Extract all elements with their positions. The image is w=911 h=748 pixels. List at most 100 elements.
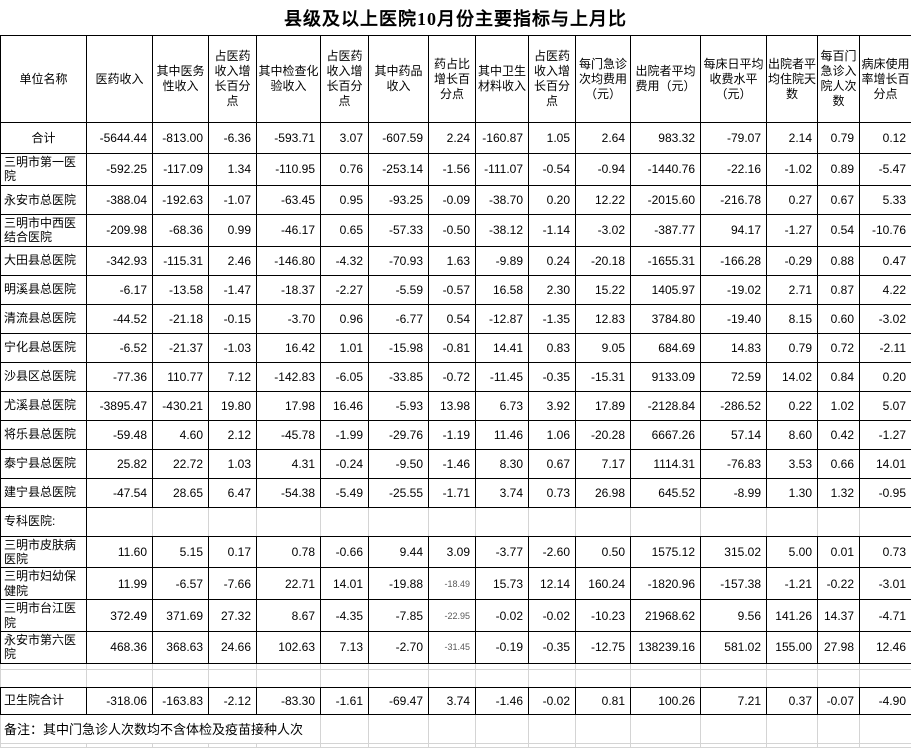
value-cell: 25.82 bbox=[87, 449, 153, 478]
value-cell: -2128.84 bbox=[631, 391, 701, 420]
value-cell: -146.80 bbox=[257, 246, 321, 275]
value-cell: -6.52 bbox=[87, 333, 153, 362]
value-cell: -593.71 bbox=[257, 123, 321, 154]
value-cell: 26.98 bbox=[576, 478, 631, 507]
empty-cell bbox=[631, 714, 701, 743]
value-cell: -166.28 bbox=[701, 246, 767, 275]
value-cell bbox=[321, 507, 369, 536]
value-cell: -83.30 bbox=[257, 687, 321, 714]
value-cell: -45.78 bbox=[257, 420, 321, 449]
unit-name-cell: 三明市皮肤病医院 bbox=[1, 536, 87, 568]
value-cell: 0.60 bbox=[818, 304, 860, 333]
value-cell: 21968.62 bbox=[631, 600, 701, 632]
empty-cell bbox=[369, 714, 429, 743]
value-cell: -5.47 bbox=[860, 154, 911, 186]
value-cell: 0.22 bbox=[767, 391, 818, 420]
value-cell: -18.37 bbox=[257, 275, 321, 304]
value-cell: -160.87 bbox=[476, 123, 529, 154]
value-cell: 1.06 bbox=[529, 420, 576, 449]
value-cell: 684.69 bbox=[631, 333, 701, 362]
value-cell: 3.07 bbox=[321, 123, 369, 154]
unit-name-cell: 清流县总医院 bbox=[1, 304, 87, 333]
value-cell: -1.27 bbox=[767, 214, 818, 246]
value-cell: 8.30 bbox=[476, 449, 529, 478]
value-cell: -6.36 bbox=[209, 123, 257, 154]
value-cell: -0.02 bbox=[529, 600, 576, 632]
empty-cell bbox=[369, 743, 429, 747]
value-cell: 24.66 bbox=[209, 631, 257, 663]
empty-cell bbox=[1, 743, 87, 747]
empty-cell bbox=[818, 714, 860, 743]
unit-name-cell: 宁化县总医院 bbox=[1, 333, 87, 362]
value-cell: 0.78 bbox=[257, 536, 321, 568]
empty-cell bbox=[576, 714, 631, 743]
value-cell: 3.74 bbox=[476, 478, 529, 507]
column-header: 占医药收入增长百分点 bbox=[321, 36, 369, 123]
value-cell: 6.47 bbox=[209, 478, 257, 507]
value-cell bbox=[257, 507, 321, 536]
value-cell bbox=[87, 507, 153, 536]
value-cell: 7.13 bbox=[321, 631, 369, 663]
value-cell: 138239.16 bbox=[631, 631, 701, 663]
value-cell: -44.52 bbox=[87, 304, 153, 333]
indicators-table: 单位名称医药收入其中医务性收入占医药收入增长百分点其中检查化验收入占医药收入增长… bbox=[0, 35, 911, 748]
empty-cell bbox=[87, 743, 153, 747]
value-cell: 0.84 bbox=[818, 362, 860, 391]
empty-cell bbox=[818, 669, 860, 687]
value-cell: 100.26 bbox=[631, 687, 701, 714]
value-cell: -0.24 bbox=[321, 449, 369, 478]
empty-cell bbox=[476, 714, 529, 743]
value-cell: 7.21 bbox=[701, 687, 767, 714]
value-cell: -0.81 bbox=[429, 333, 476, 362]
unit-name-cell: 永安市第六医院 bbox=[1, 631, 87, 663]
value-cell: 4.31 bbox=[257, 449, 321, 478]
value-cell: 14.41 bbox=[476, 333, 529, 362]
value-cell: -1655.31 bbox=[631, 246, 701, 275]
value-cell: -19.02 bbox=[701, 275, 767, 304]
value-cell: 13.98 bbox=[429, 391, 476, 420]
value-cell: 8.15 bbox=[767, 304, 818, 333]
value-cell: -253.14 bbox=[369, 154, 429, 186]
value-cell: -79.07 bbox=[701, 123, 767, 154]
value-cell: 4.22 bbox=[860, 275, 911, 304]
value-cell: -1.02 bbox=[767, 154, 818, 186]
value-cell: 3.53 bbox=[767, 449, 818, 478]
value-cell: -4.90 bbox=[860, 687, 911, 714]
value-cell: 0.47 bbox=[860, 246, 911, 275]
value-cell bbox=[818, 507, 860, 536]
value-cell: -1.14 bbox=[529, 214, 576, 246]
column-header: 每床日平均收费水平（元） bbox=[701, 36, 767, 123]
value-cell: -3.01 bbox=[860, 568, 911, 600]
value-cell: 12.22 bbox=[576, 185, 631, 214]
value-cell: -387.77 bbox=[631, 214, 701, 246]
column-header: 单位名称 bbox=[1, 36, 87, 123]
value-cell: -5.93 bbox=[369, 391, 429, 420]
unit-name-cell: 沙县区总医院 bbox=[1, 362, 87, 391]
value-cell: -0.02 bbox=[529, 687, 576, 714]
empty-cell bbox=[321, 714, 369, 743]
value-cell: 8.60 bbox=[767, 420, 818, 449]
value-cell: -12.75 bbox=[576, 631, 631, 663]
value-cell: 15.73 bbox=[476, 568, 529, 600]
empty-cell bbox=[321, 669, 369, 687]
value-cell: 12.14 bbox=[529, 568, 576, 600]
value-cell: -2.60 bbox=[529, 536, 576, 568]
value-cell: -2.12 bbox=[209, 687, 257, 714]
value-cell: -93.25 bbox=[369, 185, 429, 214]
value-cell bbox=[476, 507, 529, 536]
value-cell: -0.94 bbox=[576, 154, 631, 186]
value-cell: 9.05 bbox=[576, 333, 631, 362]
value-cell: 3.92 bbox=[529, 391, 576, 420]
value-cell bbox=[860, 507, 911, 536]
value-cell: -15.98 bbox=[369, 333, 429, 362]
value-cell: 27.32 bbox=[209, 600, 257, 632]
unit-name-cell: 卫生院合计 bbox=[1, 687, 87, 714]
value-cell: 5.07 bbox=[860, 391, 911, 420]
value-cell: -10.76 bbox=[860, 214, 911, 246]
value-cell: 0.73 bbox=[860, 536, 911, 568]
